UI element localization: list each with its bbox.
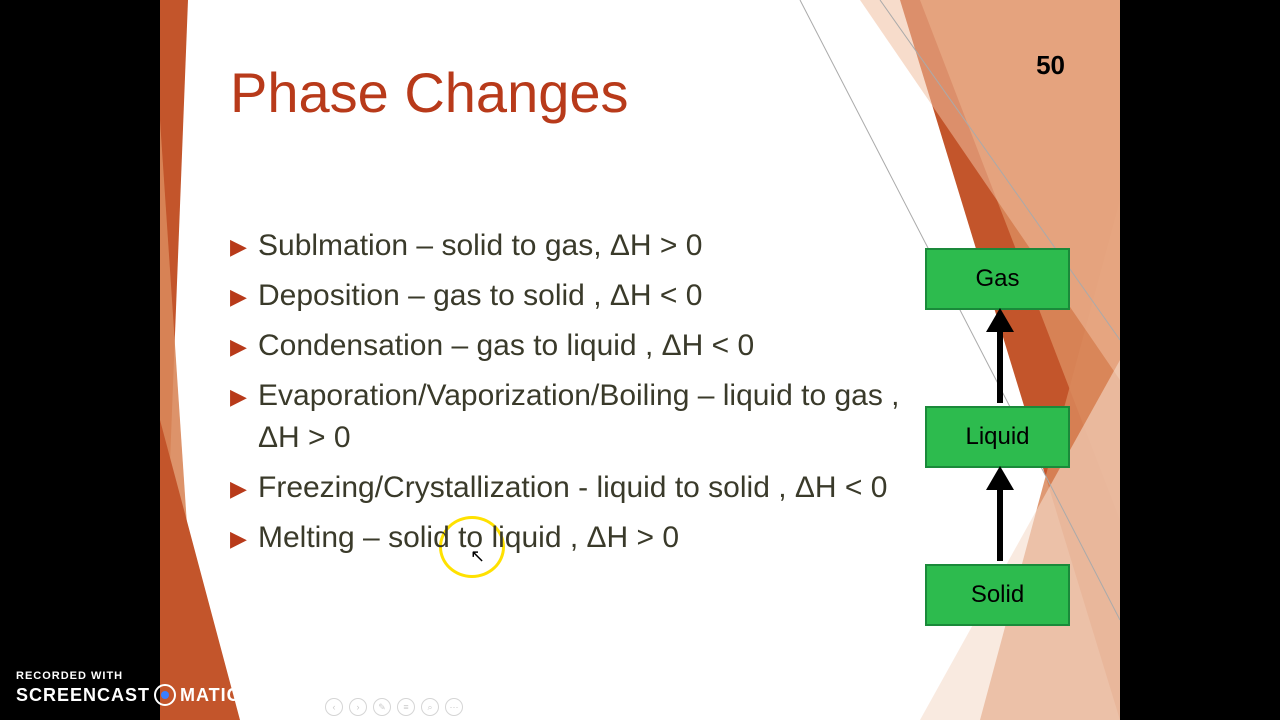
bullet-item: ▶ Evaporation/Vaporization/Boiling – liq… bbox=[230, 375, 930, 459]
bullet-triangle-icon: ▶ bbox=[230, 375, 258, 413]
bullet-item: ▶ Melting – solid to liquid , ΔH > 0 bbox=[230, 517, 930, 559]
bullet-text: Evaporation/Vaporization/Boiling – liqui… bbox=[258, 375, 930, 459]
bullet-triangle-icon: ▶ bbox=[230, 325, 258, 363]
bullet-text: Deposition – gas to solid , ΔH < 0 bbox=[258, 275, 930, 317]
slide: Phase Changes 50 ▶ Subl​mation – solid t… bbox=[160, 0, 1120, 720]
page-number: 50 bbox=[1036, 50, 1065, 81]
slide-nav-controls: ‹ › ✎ ≡ ⌕ ⋯ bbox=[325, 698, 463, 716]
bullet-item: ▶ Freezing/Crystallization - liquid to s… bbox=[230, 467, 930, 509]
phase-box-gas: Gas bbox=[925, 248, 1070, 310]
zoom-button[interactable]: ⌕ bbox=[421, 698, 439, 716]
bullet-triangle-icon: ▶ bbox=[230, 225, 258, 263]
bullet-item: ▶ Subl​mation – solid to gas, ΔH > 0 bbox=[230, 225, 930, 267]
phase-box-liquid: Liquid bbox=[925, 406, 1070, 468]
bullet-item: ▶ Deposition – gas to solid , ΔH < 0 bbox=[230, 275, 930, 317]
bullet-text: Subl​mation – solid to gas, ΔH > 0 bbox=[258, 225, 930, 267]
bullet-item: ▶ Condensation – gas to liquid , ΔH < 0 bbox=[230, 325, 930, 367]
bullet-list: ▶ Subl​mation – solid to gas, ΔH > 0 ▶ D… bbox=[230, 225, 930, 567]
phase-diagram: Gas Liquid Solid bbox=[925, 248, 1075, 626]
bullet-triangle-icon: ▶ bbox=[230, 467, 258, 505]
watermark-brand: SCREENCAST MATIC bbox=[16, 684, 241, 706]
arrow-up-icon bbox=[925, 310, 1075, 406]
bullet-triangle-icon: ▶ bbox=[230, 275, 258, 313]
menu-button[interactable]: ≡ bbox=[397, 698, 415, 716]
arrow-up-icon bbox=[925, 468, 1075, 564]
watermark: RECORDED WITH SCREENCAST MATIC bbox=[16, 670, 241, 706]
phase-label: Gas bbox=[975, 265, 1019, 293]
bullet-triangle-icon: ▶ bbox=[230, 517, 258, 555]
watermark-brand-a: SCREENCAST bbox=[16, 685, 150, 706]
phase-label: Liquid bbox=[965, 423, 1029, 451]
watermark-logo-icon bbox=[154, 684, 176, 706]
watermark-brand-b: MATIC bbox=[180, 685, 241, 706]
more-button[interactable]: ⋯ bbox=[445, 698, 463, 716]
bullet-text: Melting – solid to liquid , ΔH > 0 bbox=[258, 517, 930, 559]
next-slide-button[interactable]: › bbox=[349, 698, 367, 716]
phase-box-solid: Solid bbox=[925, 564, 1070, 626]
bullet-text: Condensation – gas to liquid , ΔH < 0 bbox=[258, 325, 930, 367]
slide-title: Phase Changes bbox=[230, 60, 629, 125]
pen-button[interactable]: ✎ bbox=[373, 698, 391, 716]
watermark-line1: RECORDED WITH bbox=[16, 670, 241, 682]
prev-slide-button[interactable]: ‹ bbox=[325, 698, 343, 716]
bullet-text: Freezing/Crystallization - liquid to sol… bbox=[258, 467, 930, 509]
cursor-icon: ↖ bbox=[470, 546, 485, 567]
phase-label: Solid bbox=[971, 581, 1024, 609]
